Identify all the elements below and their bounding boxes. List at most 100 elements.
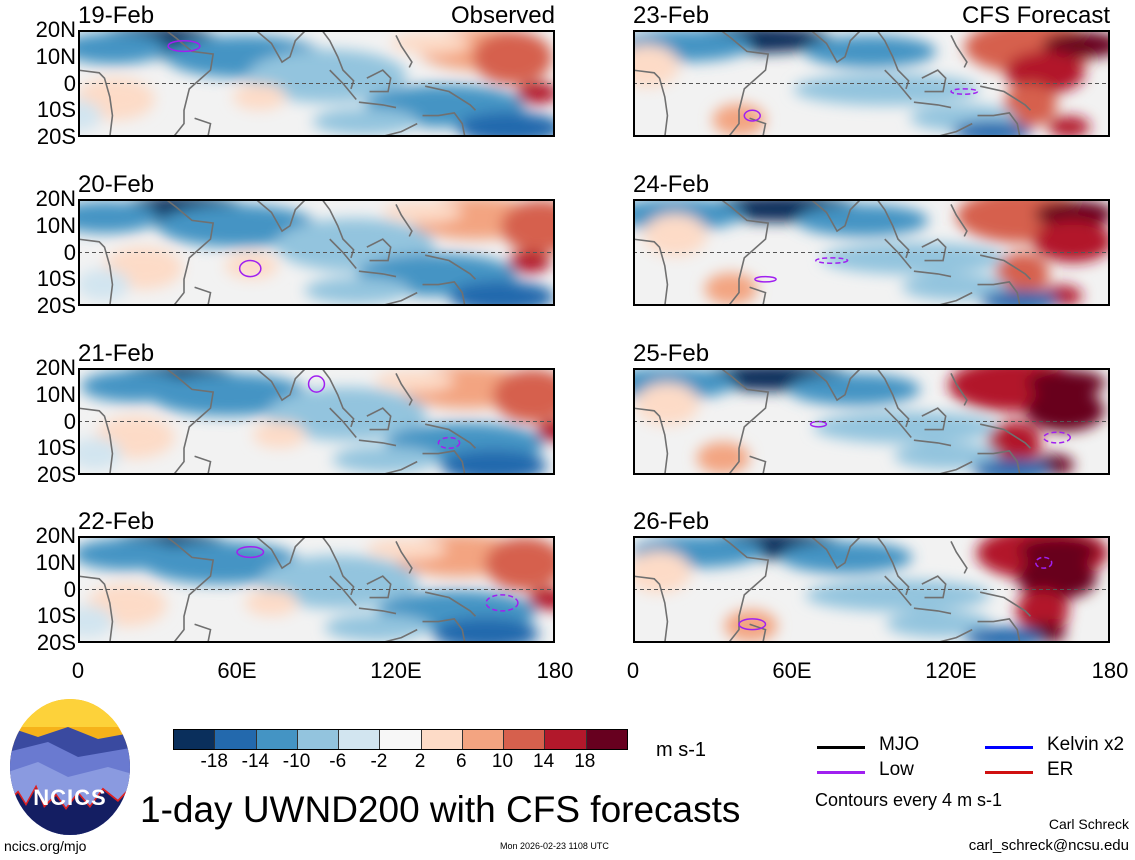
low-contour [307, 375, 326, 393]
wind-anomaly-region [1042, 31, 1110, 59]
wind-anomaly-region [813, 411, 999, 444]
wind-anomaly-region [1005, 50, 1085, 94]
coastline [810, 368, 862, 402]
figure-title: 1-day UWND200 with CFS forecasts [140, 789, 741, 830]
coastline [810, 199, 862, 233]
wind-anomaly-region [1025, 388, 1105, 432]
coastline [876, 536, 910, 596]
low-contour [738, 618, 767, 631]
wind-anomaly-region [528, 588, 555, 610]
panel-frame [78, 199, 555, 306]
wind-anomaly-region [635, 382, 700, 426]
coastline [913, 270, 952, 278]
x-tick-label: 180 [536, 658, 574, 683]
y-tick-label: 0 [63, 70, 76, 96]
y-tick-label: 20N [35, 355, 76, 380]
wind-map-panel [633, 536, 1110, 643]
legend-label: Low [879, 759, 914, 780]
wind-anomaly-region [78, 201, 159, 234]
coastline [78, 575, 114, 643]
y-tick-label: 0 [63, 408, 76, 434]
colorbar-tick-label: -6 [329, 751, 347, 772]
coastline [358, 270, 397, 278]
wind-anomaly-region [952, 120, 1032, 137]
wind-anomaly-region [964, 626, 1044, 643]
legend-line [985, 771, 1033, 774]
wind-anomaly-region [988, 421, 1042, 465]
coastline [950, 540, 968, 574]
panel-frame [633, 199, 1110, 306]
wind-anomaly-region [244, 589, 298, 617]
coastline [395, 203, 413, 237]
coastline [950, 372, 968, 406]
colorbar-swatch [421, 730, 463, 749]
coastline [164, 536, 215, 643]
x-tick-label: 180 [1091, 658, 1129, 683]
y-tick-label: 20N [35, 17, 76, 42]
coastline [633, 69, 669, 137]
coastline [329, 238, 357, 270]
low-contour [437, 436, 461, 450]
colorbar-tick-label: 2 [414, 751, 426, 772]
coastline [921, 238, 947, 262]
colorbar-tick-label: -14 [241, 751, 270, 772]
coastline [950, 203, 968, 237]
wind-map-panel [78, 199, 555, 306]
coastline [366, 407, 392, 431]
coastline [810, 30, 862, 64]
panel-date: 24-Feb [633, 171, 710, 198]
colorbar-swatch [297, 730, 340, 749]
wind-anomaly-region [304, 277, 411, 304]
y-tick-label: 10S [36, 266, 76, 292]
wind-anomaly-region [433, 617, 540, 643]
colorbar-units: m s-1 [656, 739, 706, 761]
wind-anomaly-region [141, 541, 301, 585]
colorbar-tick-label: 10 [491, 751, 514, 772]
wind-anomaly-region [536, 420, 555, 442]
coastline [979, 423, 1032, 449]
low-contour [754, 275, 777, 283]
colorbar-swatch [256, 730, 298, 749]
coastline [977, 281, 1021, 306]
wind-anomaly-region [149, 373, 309, 417]
coastline [749, 455, 767, 475]
panel-source-label: CFS Forecast [961, 2, 1110, 29]
footer-url[interactable]: ncics.org/mjo [4, 838, 87, 854]
ncics-logo: NCICS [10, 699, 130, 835]
panel-source-label: Observed [450, 2, 555, 29]
y-tick-label: 20N [35, 186, 76, 211]
wind-anomaly-region [225, 252, 279, 280]
coastline [876, 368, 910, 428]
low-contour [743, 109, 761, 122]
colorbar-tick-label: -10 [282, 751, 311, 772]
coastline [255, 368, 307, 402]
y-tick-label: 0 [63, 576, 76, 602]
coastline [884, 238, 912, 270]
low-contour [950, 88, 979, 95]
coastline [921, 69, 947, 93]
coastline [366, 69, 392, 93]
wind-map-panel [633, 368, 1110, 475]
coastline [395, 540, 413, 574]
low-contour [815, 257, 849, 264]
wind-anomaly-region [441, 449, 548, 475]
coastline [321, 199, 355, 259]
wind-anomaly-region [633, 550, 692, 594]
wind-map-panel [78, 30, 555, 137]
coastline [255, 536, 307, 570]
coastline [977, 618, 1021, 643]
y-tick-label: 10N [35, 43, 76, 69]
coastline [164, 30, 215, 137]
coastline [950, 34, 968, 68]
wind-anomaly-region [484, 537, 555, 591]
wind-anomaly-region [366, 538, 447, 560]
footer-email[interactable]: carl_schreck@ncsu.edu [968, 837, 1129, 854]
coastline [810, 536, 862, 570]
colorbar-swatch [380, 730, 422, 749]
coastline [633, 238, 669, 306]
colorbar-tick-label: 18 [574, 751, 596, 772]
wind-anomaly-region [704, 272, 758, 305]
panel-date: 19-Feb [78, 2, 155, 29]
coastline [194, 623, 212, 643]
